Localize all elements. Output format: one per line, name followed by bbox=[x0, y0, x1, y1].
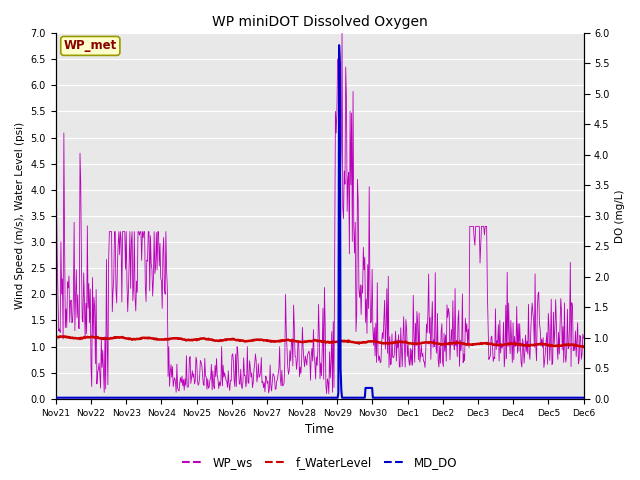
X-axis label: Time: Time bbox=[305, 423, 334, 436]
Text: WP_met: WP_met bbox=[64, 39, 117, 52]
Title: WP miniDOT Dissolved Oxygen: WP miniDOT Dissolved Oxygen bbox=[212, 15, 428, 29]
Y-axis label: DO (mg/L): DO (mg/L) bbox=[615, 189, 625, 243]
Y-axis label: Wind Speed (m/s), Water Level (psi): Wind Speed (m/s), Water Level (psi) bbox=[15, 122, 25, 310]
Legend: WP_ws, f_WaterLevel, MD_DO: WP_ws, f_WaterLevel, MD_DO bbox=[177, 452, 463, 474]
